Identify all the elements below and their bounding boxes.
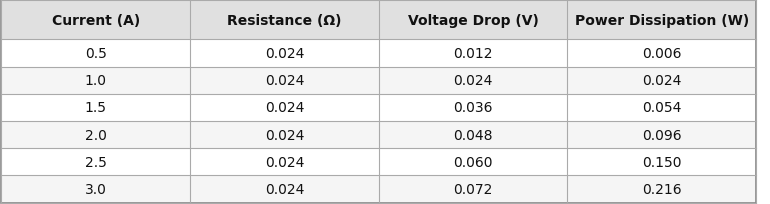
Text: 0.150: 0.150 [642, 155, 681, 169]
FancyBboxPatch shape [567, 176, 756, 203]
Text: 0.054: 0.054 [642, 101, 681, 115]
Text: 0.048: 0.048 [454, 128, 493, 142]
FancyBboxPatch shape [190, 67, 379, 94]
Text: 3.0: 3.0 [85, 182, 107, 196]
FancyBboxPatch shape [379, 94, 567, 121]
FancyBboxPatch shape [190, 121, 379, 149]
Text: 0.096: 0.096 [642, 128, 681, 142]
Text: 0.024: 0.024 [454, 74, 493, 88]
FancyBboxPatch shape [567, 121, 756, 149]
Text: 0.072: 0.072 [454, 182, 493, 196]
Text: 0.024: 0.024 [265, 128, 304, 142]
FancyBboxPatch shape [2, 94, 190, 121]
Text: 0.024: 0.024 [265, 47, 304, 61]
Text: 0.036: 0.036 [454, 101, 493, 115]
FancyBboxPatch shape [2, 149, 190, 176]
Text: 0.024: 0.024 [265, 182, 304, 196]
Text: 2.5: 2.5 [85, 155, 107, 169]
FancyBboxPatch shape [2, 67, 190, 94]
FancyBboxPatch shape [379, 40, 567, 67]
Text: 0.024: 0.024 [265, 155, 304, 169]
Text: 0.060: 0.060 [454, 155, 493, 169]
FancyBboxPatch shape [567, 149, 756, 176]
FancyBboxPatch shape [190, 149, 379, 176]
FancyBboxPatch shape [2, 40, 190, 67]
FancyBboxPatch shape [190, 176, 379, 203]
FancyBboxPatch shape [379, 67, 567, 94]
FancyBboxPatch shape [190, 40, 379, 67]
Text: 2.0: 2.0 [85, 128, 107, 142]
FancyBboxPatch shape [567, 67, 756, 94]
FancyBboxPatch shape [567, 40, 756, 67]
Text: 1.5: 1.5 [85, 101, 107, 115]
Text: 0.216: 0.216 [642, 182, 681, 196]
Text: Voltage Drop (V): Voltage Drop (V) [407, 14, 538, 28]
FancyBboxPatch shape [567, 94, 756, 121]
FancyBboxPatch shape [2, 121, 190, 149]
FancyBboxPatch shape [2, 176, 190, 203]
Text: Current (A): Current (A) [52, 14, 140, 28]
Text: 0.5: 0.5 [85, 47, 107, 61]
FancyBboxPatch shape [379, 1, 567, 40]
FancyBboxPatch shape [190, 94, 379, 121]
FancyBboxPatch shape [2, 1, 190, 40]
Text: 0.024: 0.024 [265, 74, 304, 88]
Text: 0.006: 0.006 [642, 47, 681, 61]
FancyBboxPatch shape [379, 176, 567, 203]
Text: Power Dissipation (W): Power Dissipation (W) [574, 14, 749, 28]
FancyBboxPatch shape [567, 1, 756, 40]
Text: 0.024: 0.024 [642, 74, 681, 88]
Text: 0.024: 0.024 [265, 101, 304, 115]
Text: 0.012: 0.012 [454, 47, 493, 61]
FancyBboxPatch shape [379, 121, 567, 149]
Text: Resistance (Ω): Resistance (Ω) [227, 14, 342, 28]
Text: 1.0: 1.0 [85, 74, 107, 88]
FancyBboxPatch shape [190, 1, 379, 40]
FancyBboxPatch shape [379, 149, 567, 176]
